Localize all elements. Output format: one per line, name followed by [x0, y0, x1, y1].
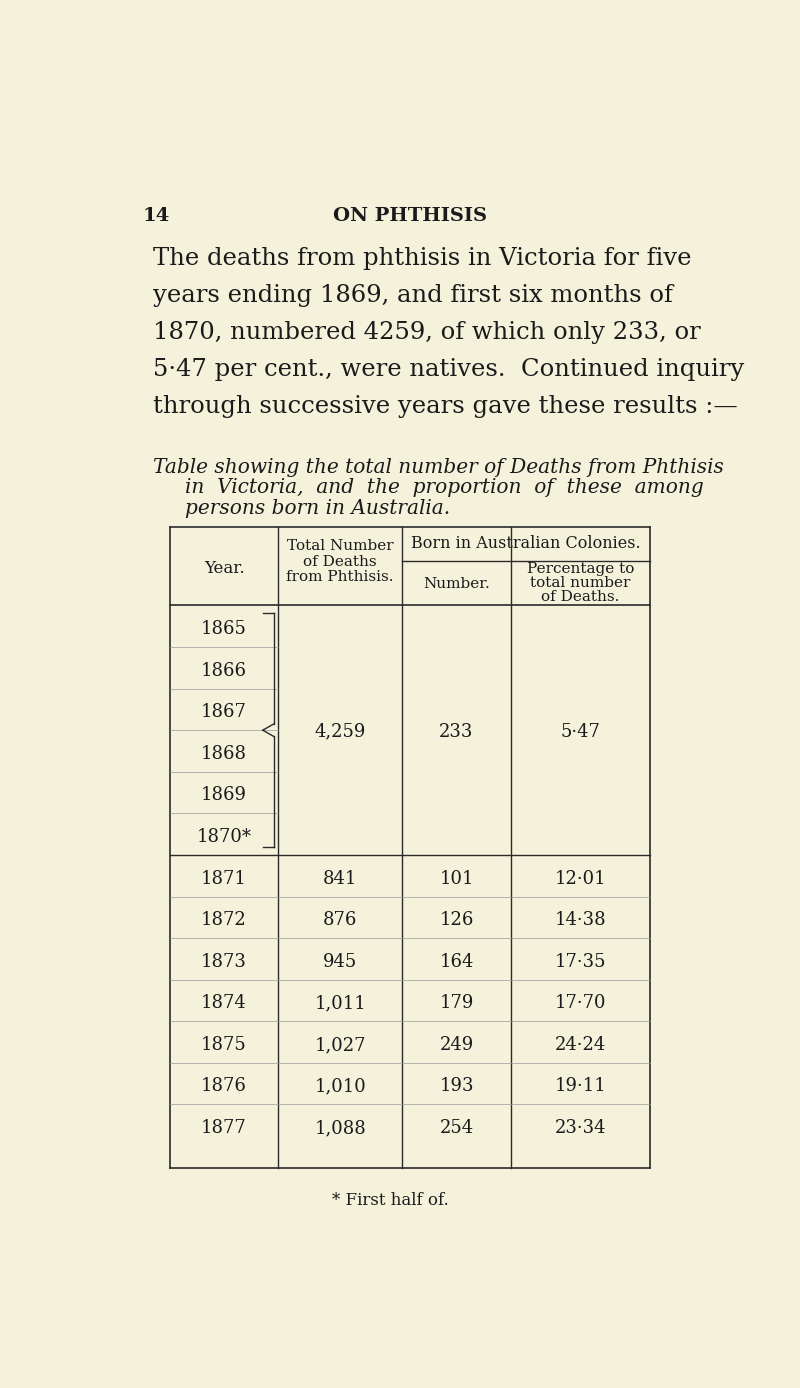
Text: 23·34: 23·34 [554, 1119, 606, 1137]
Text: 14·38: 14·38 [554, 911, 606, 929]
Text: 17·35: 17·35 [554, 952, 606, 970]
Text: 14: 14 [142, 207, 170, 225]
Text: 5·47: 5·47 [561, 723, 601, 741]
Text: 164: 164 [439, 952, 474, 970]
Text: 24·24: 24·24 [555, 1035, 606, 1053]
Text: 101: 101 [439, 869, 474, 887]
Text: 254: 254 [439, 1119, 474, 1137]
Text: 179: 179 [439, 994, 474, 1012]
Text: 1871: 1871 [201, 869, 247, 887]
Text: 233: 233 [439, 723, 474, 741]
Text: from Phthisis.: from Phthisis. [286, 570, 394, 584]
Text: of Deaths: of Deaths [303, 555, 377, 569]
Text: The deaths from phthisis in Victoria for five: The deaths from phthisis in Victoria for… [153, 247, 691, 271]
Text: 1865: 1865 [201, 620, 247, 638]
Text: 1,027: 1,027 [314, 1035, 366, 1053]
Text: 126: 126 [439, 911, 474, 929]
Text: 5·47 per cent., were natives.  Continued inquiry: 5·47 per cent., were natives. Continued … [153, 358, 744, 382]
Text: 1877: 1877 [201, 1119, 247, 1137]
Text: 1866: 1866 [201, 662, 247, 680]
Text: persons born in Australia.: persons born in Australia. [186, 500, 450, 518]
Text: Percentage to: Percentage to [527, 562, 634, 576]
Text: 1875: 1875 [201, 1035, 247, 1053]
Text: Born in Australian Colonies.: Born in Australian Colonies. [411, 534, 641, 551]
Text: through successive years gave these results :—: through successive years gave these resu… [153, 396, 738, 418]
Text: 4,259: 4,259 [314, 723, 366, 741]
Text: Number.: Number. [423, 577, 490, 591]
Text: 1868: 1868 [201, 745, 247, 763]
Text: 1,011: 1,011 [314, 994, 366, 1012]
Text: Total Number: Total Number [287, 540, 394, 554]
Text: 1872: 1872 [201, 911, 247, 929]
Text: 1874: 1874 [201, 994, 247, 1012]
Text: 1,010: 1,010 [314, 1077, 366, 1095]
Text: ON PHTHISIS: ON PHTHISIS [333, 207, 487, 225]
Text: 1870*: 1870* [197, 829, 251, 847]
Text: 1,088: 1,088 [314, 1119, 366, 1137]
Text: 876: 876 [323, 911, 358, 929]
Text: in  Victoria,  and  the  proportion  of  these  among: in Victoria, and the proportion of these… [186, 479, 704, 497]
Text: Year.: Year. [204, 559, 244, 577]
Text: 17·70: 17·70 [554, 994, 606, 1012]
Text: 1876: 1876 [201, 1077, 247, 1095]
Text: Table showing the total number of Deaths from Phthisis: Table showing the total number of Deaths… [153, 458, 723, 476]
Text: 249: 249 [439, 1035, 474, 1053]
Text: 1873: 1873 [201, 952, 247, 970]
Text: 1870, numbered 4259, of which only 233, or: 1870, numbered 4259, of which only 233, … [153, 322, 701, 344]
Text: 841: 841 [323, 869, 358, 887]
Text: 945: 945 [323, 952, 358, 970]
Text: years ending 1869, and first six months of: years ending 1869, and first six months … [153, 285, 673, 307]
Text: * First half of.: * First half of. [333, 1192, 450, 1209]
Text: 193: 193 [439, 1077, 474, 1095]
Text: 12·01: 12·01 [554, 869, 606, 887]
Text: total number: total number [530, 576, 630, 590]
Text: 19·11: 19·11 [554, 1077, 606, 1095]
Text: of Deaths.: of Deaths. [542, 590, 620, 604]
Text: 1867: 1867 [201, 704, 247, 722]
Text: 1869: 1869 [201, 787, 247, 805]
